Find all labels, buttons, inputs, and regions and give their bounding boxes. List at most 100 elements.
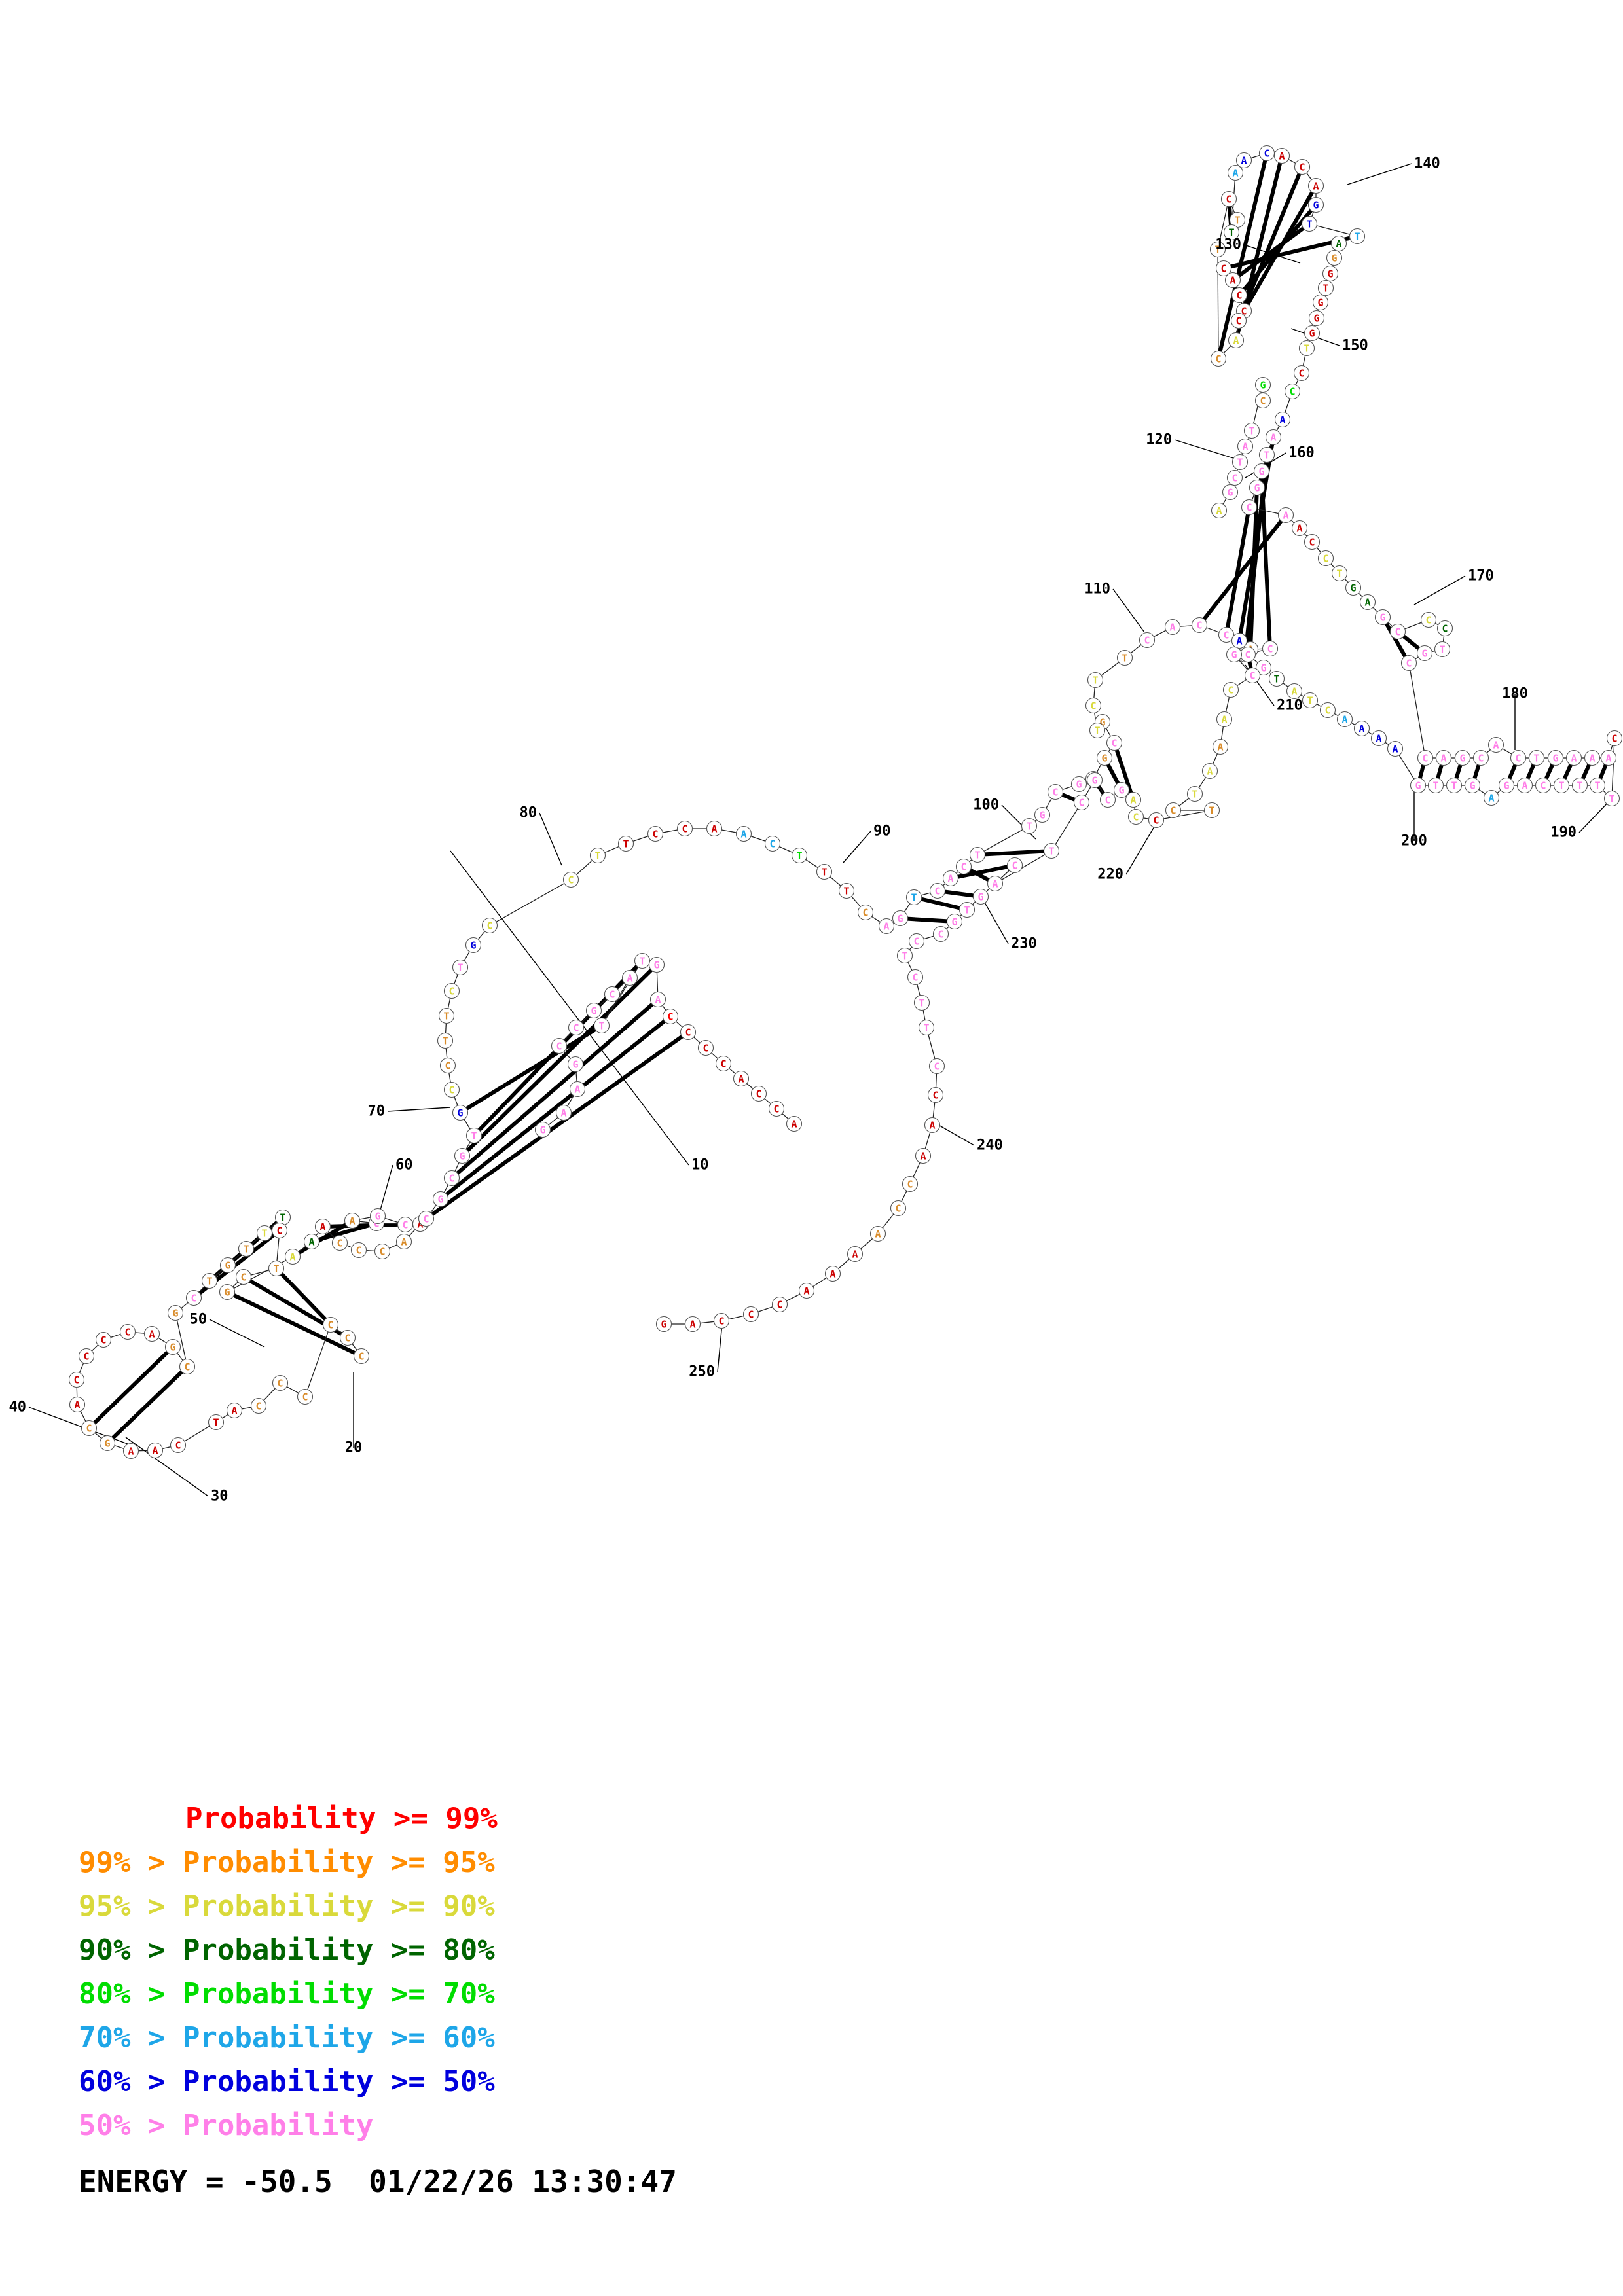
nucleotide-letter: A	[1488, 793, 1494, 804]
nucleotide: T	[1089, 722, 1106, 739]
backbone-segment	[1486, 749, 1491, 753]
nucleotide-circle	[896, 947, 913, 964]
nucleotide-circle	[350, 1242, 367, 1259]
nucleotide: C	[697, 1039, 714, 1056]
nucleotide: C	[95, 1331, 112, 1348]
nucleotide-letter: A	[1242, 441, 1248, 453]
nucleotide: G	[164, 1338, 181, 1355]
backbone-segment	[1502, 748, 1512, 755]
nucleotide-circle	[929, 882, 946, 899]
nucleotide: C	[397, 1216, 414, 1233]
position-number: 210	[1277, 698, 1303, 714]
nucleotide-circle	[1218, 626, 1235, 643]
leader-line	[1243, 244, 1301, 264]
nucleotide: C	[439, 1057, 456, 1074]
nucleotide-letter: C	[1322, 553, 1328, 565]
nucleotide-letter: A	[74, 1399, 80, 1411]
backbone-segment	[1344, 578, 1349, 583]
nucleotide-letter: A	[852, 1249, 858, 1261]
nucleotide-letter: C	[1309, 537, 1315, 548]
nucleotide-letter: C	[1267, 643, 1273, 655]
nucleotide: C	[1510, 749, 1527, 766]
nucleotide-circle	[649, 991, 666, 1008]
nucleotide-letter: C	[568, 874, 574, 886]
backbone-segment	[729, 1067, 736, 1075]
nucleotide: C	[1106, 734, 1123, 751]
nucleotide: G	[167, 1304, 184, 1321]
nucleotide-circle	[1215, 260, 1232, 277]
nucleotide-letter: C	[667, 1011, 673, 1023]
nucleotide: C	[119, 1323, 136, 1340]
nucleotide-circle	[1254, 392, 1271, 409]
base-pair-bond	[1239, 173, 1302, 315]
nucleotide-circle	[684, 1316, 701, 1333]
nucleotide-circle	[987, 875, 1004, 892]
nucleotide-circle	[1298, 340, 1315, 357]
nucleotide: C	[170, 1437, 187, 1454]
backbone-segment	[158, 1337, 167, 1344]
nucleotide-circle	[791, 847, 808, 864]
leader-line	[1125, 823, 1157, 875]
nucleotide-circle	[1420, 611, 1437, 628]
nucleotide-letter: C	[912, 972, 918, 984]
nucleotide: T	[913, 994, 930, 1011]
nucleotide-letter: C	[337, 1238, 342, 1249]
nucleotide-letter: T	[1304, 343, 1309, 355]
nucleotide: C	[481, 917, 498, 934]
leader-line	[450, 850, 689, 1166]
nucleotide-circle	[1516, 777, 1533, 794]
nucleotide: A	[569, 1081, 586, 1098]
backbone-segment	[114, 1445, 124, 1449]
nucleotide-circle	[1434, 641, 1451, 658]
backbone-segment	[1398, 755, 1415, 780]
nucleotide-circle	[201, 1272, 218, 1289]
nucleotide-letter: T	[1214, 244, 1220, 256]
backbone-segment	[430, 1204, 437, 1213]
nucleotide-circle	[164, 1338, 181, 1355]
nucleotide-circle	[1547, 749, 1564, 766]
backbone-segment	[1276, 425, 1280, 431]
nucleotide-circle	[1483, 789, 1500, 806]
nucleotide-letter: A	[627, 973, 632, 984]
nucleotide: G	[1410, 777, 1427, 794]
nucleotide-circle	[1359, 594, 1376, 611]
nucleotide-letter: C	[448, 986, 454, 997]
nucleotide-letter: C	[1170, 805, 1176, 817]
nucleotide-letter: G	[172, 1308, 178, 1319]
nucleotide-letter: A	[1130, 795, 1136, 806]
backbone-segment	[1316, 225, 1351, 235]
backbone-segment	[972, 901, 976, 905]
nucleotide-letter: C	[556, 1041, 562, 1052]
backbone-segment	[233, 1253, 241, 1261]
nucleotide-letter: T	[1237, 457, 1243, 469]
nucleotide: T	[1043, 842, 1060, 859]
nucleotide-circle	[1349, 228, 1366, 245]
nucleotide-letter: G	[1099, 717, 1105, 728]
nucleotide: A	[1237, 438, 1254, 455]
position-number: 20	[345, 1440, 363, 1456]
backbone-segment	[448, 1073, 451, 1083]
nucleotide: A	[1216, 711, 1233, 728]
base-pair-bond	[431, 1034, 684, 1217]
nucleotide-letter: C	[862, 907, 868, 919]
nucleotide-circle	[99, 1435, 116, 1452]
nucleotide: A	[1273, 147, 1290, 164]
base-pair-bond	[1061, 793, 1076, 802]
backbone-segment	[913, 1162, 921, 1177]
nucleotide: T	[589, 847, 606, 864]
nucleotide: A	[1224, 272, 1241, 289]
backbone-segment	[94, 1432, 102, 1439]
nucleotide-letter: C	[1226, 194, 1231, 206]
nucleotide-letter: A	[1359, 723, 1364, 735]
nucleotide: C	[551, 1037, 568, 1054]
nucleotide-letter: T	[796, 850, 802, 862]
nucleotide-circle	[621, 969, 638, 986]
nucleotide-circle	[1106, 734, 1123, 751]
nucleotide: C	[1606, 730, 1623, 747]
nucleotide-letter: C	[934, 1061, 939, 1073]
nucleotide-letter: T	[919, 997, 924, 1009]
nucleotide: A	[147, 1442, 164, 1459]
backbone-segment	[477, 931, 486, 940]
nucleotide: A	[1336, 711, 1353, 728]
